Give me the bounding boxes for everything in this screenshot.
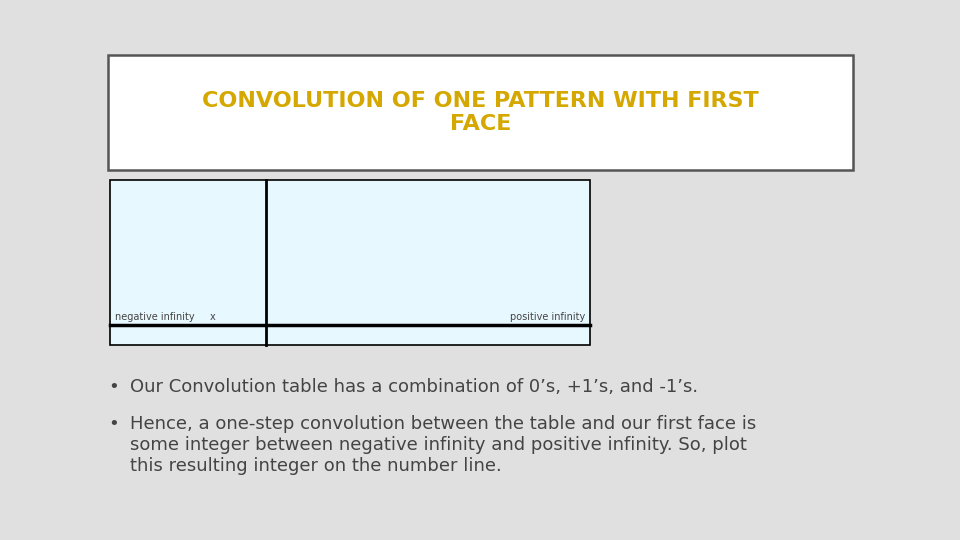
Text: •: • xyxy=(108,378,119,396)
Text: •: • xyxy=(108,415,119,433)
Text: positive infinity: positive infinity xyxy=(510,312,585,322)
Text: negative infinity: negative infinity xyxy=(115,312,195,322)
Text: x: x xyxy=(210,312,216,322)
Text: CONVOLUTION OF ONE PATTERN WITH FIRST
FACE: CONVOLUTION OF ONE PATTERN WITH FIRST FA… xyxy=(203,91,758,134)
Text: Our Convolution table has a combination of 0’s, +1’s, and -1’s.: Our Convolution table has a combination … xyxy=(130,378,698,396)
Bar xyxy=(108,55,853,170)
Text: Hence, a one-step convolution between the table and our first face is
some integ: Hence, a one-step convolution between th… xyxy=(130,415,756,475)
Bar xyxy=(110,180,590,345)
